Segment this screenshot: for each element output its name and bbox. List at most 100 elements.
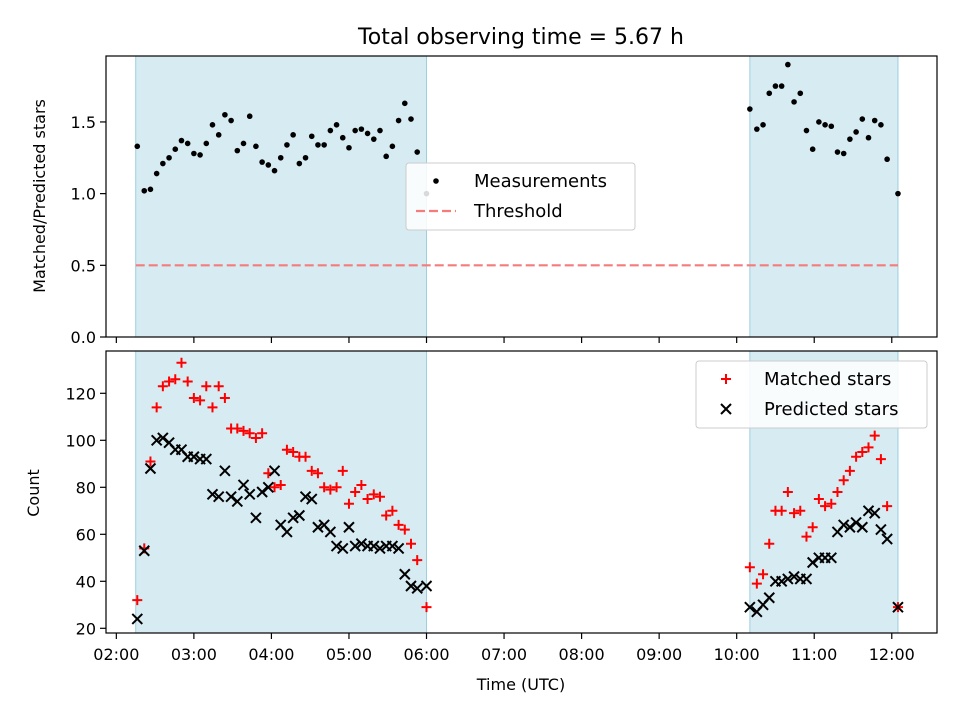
legend-dot-marker — [433, 178, 439, 184]
matched-star-point — [201, 381, 212, 392]
measurement-point — [160, 160, 166, 167]
measurement-point — [290, 132, 296, 138]
matched-star-point — [337, 465, 348, 476]
matched-star-point — [844, 465, 855, 476]
bottom-legend-box — [695, 360, 928, 429]
predicted-star-point — [892, 601, 904, 613]
bottom-legend: Matched stars Predicted stars — [695, 360, 928, 429]
matched-star-point — [782, 487, 793, 497]
measurement-point — [228, 117, 234, 124]
matched-star-point — [857, 447, 868, 458]
matched-star-point — [368, 489, 379, 500]
matched-star-point — [164, 376, 175, 387]
predicted-star-point — [349, 540, 361, 552]
measurement-point — [333, 122, 340, 128]
bottom-observing-window-0 — [135, 350, 428, 634]
matched-star-point — [188, 393, 199, 403]
top-series-0 — [134, 61, 901, 197]
legend-label: Predicted stars — [764, 399, 898, 420]
matched-star-point — [170, 374, 181, 385]
measurement-point — [853, 129, 859, 135]
matched-star-point — [176, 357, 187, 368]
predicted-star-point — [411, 582, 423, 595]
matched-star-point — [869, 430, 880, 441]
matched-star-point — [764, 538, 775, 549]
matched-star-point — [219, 393, 230, 403]
x-tick-label: 09:00 — [636, 645, 682, 664]
measurement-point — [778, 83, 785, 89]
top-axes-frame — [105, 55, 938, 338]
matched-star-point — [399, 524, 410, 535]
predicted-star-point — [399, 568, 411, 580]
top-y-tick-label: 0.0 — [71, 328, 96, 347]
matched-star-point — [393, 519, 404, 530]
measurement-point — [895, 190, 901, 197]
matched-star-point — [312, 468, 323, 479]
predicted-star-point — [862, 505, 875, 517]
matched-star-point — [207, 402, 218, 413]
predicted-star-point — [763, 592, 775, 604]
legend-x-marker — [720, 403, 732, 415]
measurement-point — [215, 132, 222, 138]
predicted-star-point — [287, 512, 299, 524]
measurement-point — [809, 146, 816, 152]
predicted-star-point — [250, 512, 262, 524]
predicted-star-point — [405, 580, 417, 592]
bottom-axes-frame — [105, 350, 938, 634]
measurement-point — [370, 136, 377, 142]
predicted-star-point — [306, 493, 318, 505]
measurement-point — [865, 134, 872, 141]
bottom-y-tick-label: 120 — [65, 384, 96, 403]
bottom-y-tick-label: 80 — [76, 478, 96, 497]
predicted-star-point — [262, 481, 275, 494]
measurement-point — [315, 142, 321, 148]
matched-star-point — [145, 456, 156, 467]
measurement-point — [166, 154, 172, 161]
measurement-point — [797, 90, 804, 97]
bottom-y-axis-label: Count — [24, 469, 43, 517]
matched-star-point — [776, 505, 787, 516]
predicted-star-point — [420, 580, 433, 592]
matched-star-point — [826, 498, 837, 509]
predicted-star-point — [231, 495, 244, 508]
x-tick-label: 10:00 — [714, 645, 760, 664]
measurement-point — [754, 126, 760, 132]
matched-star-point — [232, 423, 243, 434]
top-panel: 0.0 0.5 1.0 1.5 Measurements Threshold — [71, 55, 938, 347]
matched-star-point — [275, 479, 286, 490]
predicted-star-point — [281, 526, 293, 538]
measurement-point — [240, 140, 247, 147]
predicted-star-point — [293, 509, 306, 522]
bottom-series-1 — [131, 432, 904, 625]
chart-title: Total observing time = 5.67 h — [357, 25, 684, 50]
measurement-point — [203, 140, 210, 147]
measurement-point — [234, 147, 241, 154]
measurement-point — [766, 90, 773, 97]
matched-star-point — [306, 465, 317, 476]
predicted-star-point — [237, 479, 250, 491]
predicted-star-point — [157, 432, 169, 444]
measurement-point — [389, 143, 396, 150]
measurement-point — [253, 143, 259, 150]
predicted-star-point — [299, 490, 312, 503]
predicted-star-point — [138, 545, 150, 557]
predicted-star-point — [324, 526, 337, 538]
measurement-point — [383, 153, 389, 160]
matched-star-point — [421, 602, 432, 613]
measurement-point — [377, 127, 383, 134]
top-legend-box — [405, 162, 636, 231]
x-tick-label: 04:00 — [248, 645, 294, 664]
matched-star-point — [838, 475, 849, 486]
predicted-star-point — [782, 573, 794, 585]
measurement-point — [302, 154, 309, 161]
measurement-point — [747, 106, 753, 112]
measurement-point — [246, 113, 253, 120]
predicted-star-point — [219, 465, 231, 477]
legend-label: Threshold — [473, 201, 563, 222]
bottom-y-tick-label: 40 — [76, 572, 96, 591]
predicted-star-point — [212, 490, 225, 503]
predicted-star-point — [225, 490, 237, 503]
measurement-point — [803, 127, 810, 134]
measurement-point — [265, 162, 272, 168]
predicted-star-point — [837, 519, 850, 531]
